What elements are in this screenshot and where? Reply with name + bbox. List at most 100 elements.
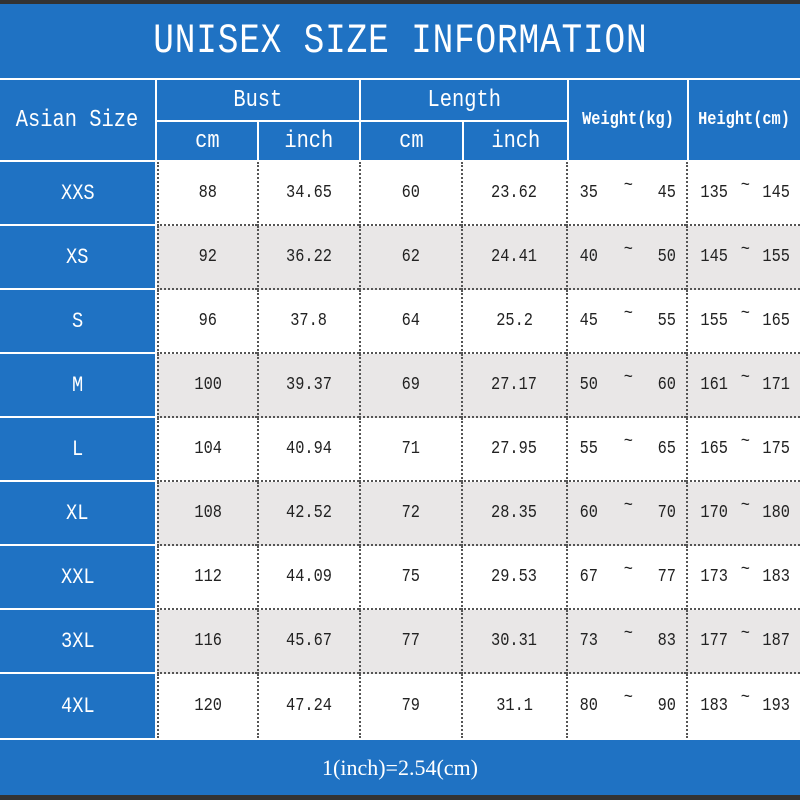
top-border	[0, 0, 800, 4]
header-label: Asian Size	[16, 106, 139, 134]
length-cm-cell: 72	[359, 482, 461, 546]
weight-min: 80	[579, 696, 598, 716]
size-label: XS	[66, 244, 89, 270]
bust-inch-cell: 45.67	[257, 610, 359, 674]
cell-value: 72	[401, 503, 421, 523]
tilde: ~	[740, 304, 750, 324]
weight-min: 40	[579, 247, 598, 267]
bust-inch-cell: 39.37	[257, 354, 359, 418]
cell-value: 40.94	[286, 439, 332, 459]
bottom-border	[0, 795, 800, 800]
cell-value: 77	[401, 631, 421, 651]
cell-value: 25.2	[496, 311, 533, 331]
header-bust: Bust	[157, 80, 359, 120]
cell-value: 24.41	[491, 247, 538, 267]
tilde: ~	[623, 304, 633, 324]
header-length: Length	[361, 80, 567, 120]
cell-value: 92	[198, 247, 218, 267]
weight-min: 67	[579, 567, 598, 587]
bust-inch-cell: 34.65	[257, 162, 359, 226]
length-cm-cell: 62	[359, 226, 461, 290]
cell-value: 69	[401, 375, 421, 395]
header-weight: Weight(kg)	[569, 80, 687, 160]
header-label: inch	[491, 127, 540, 155]
tilde: ~	[623, 368, 633, 388]
weight-min: 55	[579, 439, 598, 459]
tilde: ~	[740, 176, 750, 196]
cell-value: 42.52	[286, 503, 332, 523]
height-max: 180	[762, 503, 790, 523]
weight-max: 83	[658, 631, 677, 651]
header-length-cm: cm	[361, 122, 462, 160]
height-cell: 135 ~145	[686, 162, 800, 226]
size-cell: XS	[0, 226, 155, 290]
cell-value: 34.65	[286, 183, 332, 203]
table-row: L 104 40.94 71 27.95 55 ~65 165 ~175	[0, 418, 800, 482]
bust-inch-cell: 36.22	[257, 226, 359, 290]
size-label: M	[71, 372, 84, 398]
weight-cell: 67 ~77	[566, 546, 686, 610]
cell-value: 64	[401, 311, 421, 331]
length-inch-cell: 28.35	[461, 482, 566, 546]
bust-cm-cell: 96	[157, 290, 257, 354]
weight-cell: 40 ~50	[566, 226, 686, 290]
header-label: cm	[399, 127, 424, 155]
cell-value: 29.53	[491, 567, 538, 587]
size-cell: 4XL	[0, 674, 155, 738]
weight-min: 35	[579, 183, 598, 203]
cell-value: 104	[194, 439, 222, 459]
tilde: ~	[623, 560, 633, 580]
conversion-note: 1(inch)=2.54(cm)	[0, 740, 800, 795]
length-inch-cell: 27.95	[461, 418, 566, 482]
header-label: Weight(kg)	[582, 110, 674, 130]
weight-cell: 73 ~83	[566, 610, 686, 674]
tilde: ~	[623, 176, 633, 196]
bust-inch-cell: 37.8	[257, 290, 359, 354]
table-row: XS 92 36.22 62 24.41 40 ~50 145 ~155	[0, 226, 800, 290]
height-min: 155	[700, 311, 728, 331]
height-cell: 161 ~171	[686, 354, 800, 418]
weight-max: 50	[658, 247, 677, 267]
tilde: ~	[623, 688, 633, 708]
weight-max: 70	[658, 503, 677, 523]
length-cm-cell: 71	[359, 418, 461, 482]
length-cm-cell: 77	[359, 610, 461, 674]
weight-max: 60	[658, 375, 677, 395]
bust-inch-cell: 44.09	[257, 546, 359, 610]
length-cm-cell: 64	[359, 290, 461, 354]
size-label: S	[71, 308, 84, 334]
height-min: 173	[700, 567, 728, 587]
height-max: 155	[762, 247, 790, 267]
bust-cm-cell: 116	[157, 610, 257, 674]
tilde: ~	[740, 432, 750, 452]
height-min: 161	[700, 375, 728, 395]
bust-cm-cell: 100	[157, 354, 257, 418]
size-label: 4XL	[60, 693, 95, 719]
header-label: Height(cm)	[698, 110, 791, 130]
table-row: M 100 39.37 69 27.17 50 ~60 161 ~171	[0, 354, 800, 418]
table-header: Asian Size Bust Length Weight(kg) Height…	[0, 80, 800, 160]
size-label: XXL	[60, 564, 95, 590]
weight-cell: 60 ~70	[566, 482, 686, 546]
weight-min: 50	[579, 375, 598, 395]
length-inch-cell: 30.31	[461, 610, 566, 674]
header-height: Height(cm)	[689, 80, 800, 160]
height-max: 183	[762, 567, 790, 587]
length-cm-cell: 79	[359, 674, 461, 738]
tilde: ~	[623, 240, 633, 260]
footer-text: 1(inch)=2.54(cm)	[322, 754, 478, 780]
table-body: XXS 88 34.65 60 23.62 35 ~45 135 ~145 XS 92 36.22 62…	[0, 162, 800, 738]
table-row: 4XL 120 47.24 79 31.1 80 ~90 183 ~193	[0, 674, 800, 738]
table-row: XXS 88 34.65 60 23.62 35 ~45 135 ~145	[0, 162, 800, 226]
weight-cell: 50 ~60	[566, 354, 686, 418]
tilde: ~	[740, 368, 750, 388]
cell-value: 47.24	[286, 696, 332, 716]
title-text: UNISEX SIZE INFORMATION	[152, 17, 648, 65]
table-row: S 96 37.8 64 25.2 45 ~55 155 ~165	[0, 290, 800, 354]
size-cell: 3XL	[0, 610, 155, 674]
weight-max: 90	[658, 696, 677, 716]
height-cell: 177 ~187	[686, 610, 800, 674]
cell-value: 27.95	[491, 439, 538, 459]
bust-cm-cell: 108	[157, 482, 257, 546]
size-cell: XXS	[0, 162, 155, 226]
